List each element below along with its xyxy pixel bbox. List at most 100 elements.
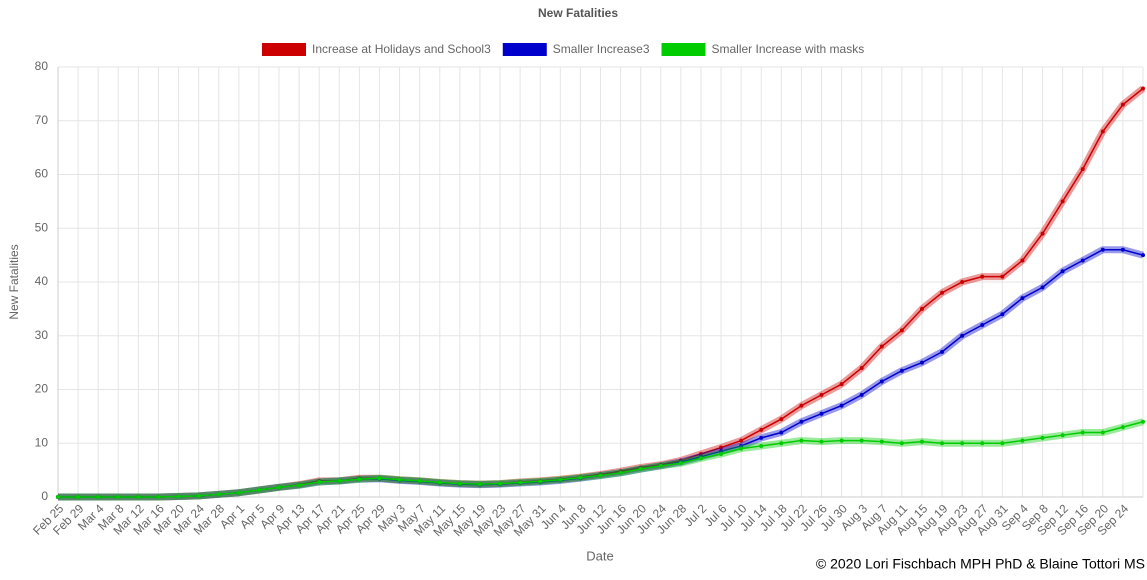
point bbox=[960, 280, 965, 284]
point bbox=[899, 441, 904, 446]
point bbox=[779, 441, 784, 446]
legend-swatch bbox=[502, 43, 547, 56]
point bbox=[437, 480, 442, 485]
point bbox=[297, 483, 302, 488]
point bbox=[859, 392, 864, 397]
point bbox=[940, 441, 945, 446]
point bbox=[859, 438, 864, 443]
point bbox=[256, 488, 261, 493]
point bbox=[457, 481, 462, 486]
point bbox=[919, 306, 924, 311]
legend-label: Smaller Increase3 bbox=[553, 42, 650, 56]
point bbox=[417, 478, 422, 483]
point bbox=[1020, 296, 1025, 301]
point bbox=[879, 379, 884, 384]
point bbox=[759, 435, 764, 440]
y-tick-label: 80 bbox=[35, 59, 49, 73]
point bbox=[236, 490, 241, 495]
point bbox=[1040, 285, 1045, 290]
point bbox=[839, 403, 844, 408]
y-tick-label: 60 bbox=[35, 167, 49, 181]
point bbox=[698, 456, 703, 461]
point bbox=[638, 467, 643, 472]
point bbox=[859, 366, 864, 370]
y-tick-label: 70 bbox=[35, 113, 49, 127]
point bbox=[1100, 129, 1105, 134]
y-tick-label: 0 bbox=[41, 489, 48, 503]
point bbox=[879, 439, 884, 444]
point bbox=[397, 477, 402, 482]
point bbox=[899, 328, 904, 333]
point bbox=[779, 430, 784, 435]
point bbox=[759, 427, 764, 432]
point bbox=[1060, 269, 1065, 274]
point bbox=[1000, 274, 1005, 279]
point bbox=[899, 368, 904, 373]
point bbox=[337, 478, 342, 483]
point bbox=[1060, 433, 1065, 438]
point bbox=[960, 333, 965, 338]
point bbox=[1080, 167, 1085, 172]
point bbox=[1141, 419, 1145, 424]
point bbox=[819, 411, 824, 416]
y-tick-label: 20 bbox=[35, 382, 49, 396]
point bbox=[1120, 425, 1125, 430]
point bbox=[799, 438, 804, 443]
point bbox=[739, 438, 744, 443]
point bbox=[980, 323, 985, 327]
point bbox=[1000, 312, 1005, 317]
point bbox=[618, 470, 623, 475]
point bbox=[1120, 102, 1125, 107]
point bbox=[719, 452, 724, 456]
point bbox=[658, 463, 663, 468]
point bbox=[1080, 258, 1085, 263]
point bbox=[1100, 247, 1105, 252]
point bbox=[980, 441, 985, 446]
point bbox=[1000, 441, 1005, 446]
point bbox=[919, 439, 924, 444]
point bbox=[1020, 258, 1025, 263]
point bbox=[1141, 253, 1145, 258]
point bbox=[357, 477, 362, 482]
point bbox=[1020, 438, 1025, 443]
point bbox=[96, 495, 101, 499]
point bbox=[498, 481, 503, 486]
point bbox=[136, 495, 141, 499]
point bbox=[1100, 430, 1105, 435]
copyright: © 2020 Lori Fischbach MPH PhD & Blaine T… bbox=[816, 556, 1145, 572]
y-tick-label: 30 bbox=[35, 328, 49, 342]
point bbox=[1141, 86, 1145, 91]
point bbox=[839, 382, 844, 387]
point bbox=[960, 441, 965, 446]
point bbox=[176, 494, 181, 499]
point bbox=[739, 446, 744, 451]
legend-swatch bbox=[262, 43, 306, 56]
point bbox=[56, 495, 60, 499]
point bbox=[678, 461, 683, 466]
point bbox=[598, 473, 603, 478]
point bbox=[719, 445, 724, 450]
point bbox=[879, 344, 884, 349]
point bbox=[317, 479, 322, 484]
legend-label: Increase at Holidays and School3 bbox=[312, 42, 491, 56]
point bbox=[377, 476, 382, 481]
y-tick-label: 50 bbox=[35, 220, 49, 234]
point bbox=[578, 475, 583, 480]
point bbox=[216, 492, 221, 497]
point bbox=[839, 438, 844, 443]
point bbox=[919, 360, 924, 365]
point bbox=[1040, 231, 1045, 236]
point bbox=[1040, 435, 1045, 440]
point bbox=[1080, 430, 1085, 435]
point bbox=[156, 495, 161, 499]
point bbox=[1060, 199, 1065, 204]
legend-label: Smaller Increase with masks bbox=[712, 42, 865, 56]
point bbox=[558, 477, 563, 482]
point bbox=[277, 485, 282, 490]
point bbox=[518, 480, 523, 485]
point bbox=[538, 479, 543, 484]
point bbox=[799, 403, 804, 408]
y-axis-label: New Fatalities bbox=[7, 244, 21, 319]
point bbox=[477, 482, 482, 487]
